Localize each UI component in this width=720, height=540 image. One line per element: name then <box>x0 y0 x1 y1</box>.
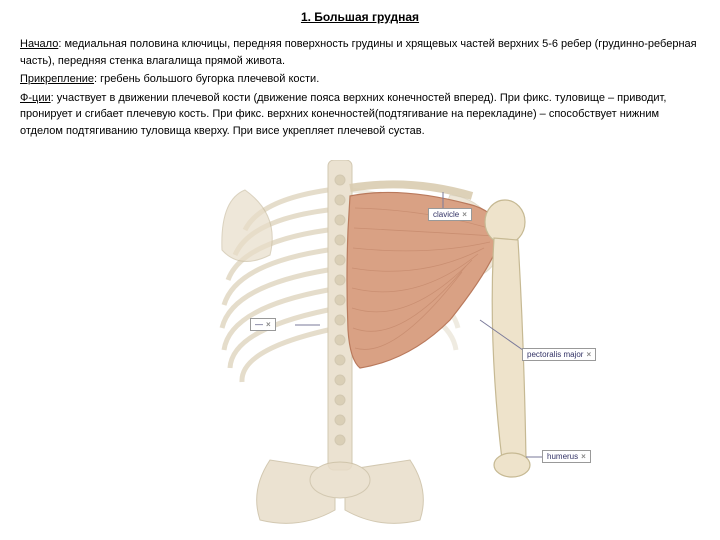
insertion-text: : гребень большого бугорка плечевой кост… <box>94 73 319 85</box>
origin-paragraph: Начало: медиальная половина ключицы, пер… <box>20 36 700 69</box>
close-icon: × <box>586 350 591 359</box>
function-paragraph: Ф-ции: участвует в движении плечевой кос… <box>20 90 700 140</box>
origin-text: : медиальная половина ключицы, передняя … <box>20 38 697 67</box>
callout-left-text: — <box>255 320 263 329</box>
callout-clavicle-text: clavicle <box>433 210 459 219</box>
origin-label: Начало <box>20 38 58 50</box>
function-label: Ф-ции <box>20 92 51 104</box>
close-icon: × <box>266 320 271 329</box>
anatomy-illustration: clavicle× —× pectoralis major× humerus× <box>150 160 610 530</box>
insertion-label: Прикрепление <box>20 73 94 85</box>
callout-pectoralis: pectoralis major× <box>522 348 596 361</box>
function-text: : участвует в движении плечевой кости (д… <box>20 92 666 137</box>
callout-clavicle: clavicle× <box>428 208 472 221</box>
callout-left: —× <box>250 318 276 331</box>
insertion-paragraph: Прикрепление: гребень большого бугорка п… <box>20 71 700 88</box>
callout-humerus: humerus× <box>542 450 591 463</box>
page-title: 1. Большая грудная <box>0 0 720 36</box>
callout-humerus-text: humerus <box>547 452 578 461</box>
callout-pectoralis-text: pectoralis major <box>527 350 583 359</box>
content-block: Начало: медиальная половина ключицы, пер… <box>0 36 720 139</box>
close-icon: × <box>462 210 467 219</box>
close-icon: × <box>581 452 586 461</box>
